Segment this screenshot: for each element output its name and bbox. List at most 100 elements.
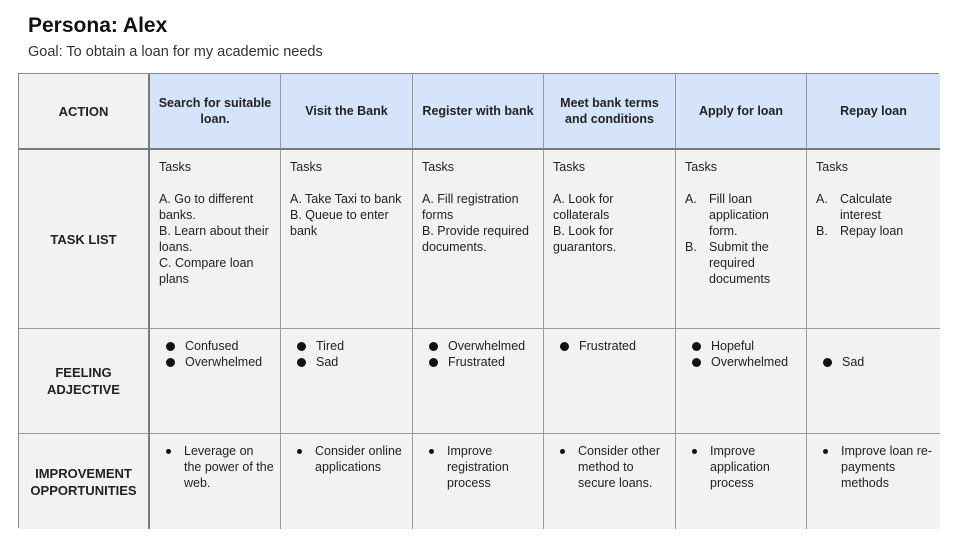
feeling-item: Confused (159, 338, 274, 354)
tasks-heading: Tasks (685, 160, 717, 174)
row-label-action: ACTION (19, 74, 150, 150)
task-text: Fill loan application form. (709, 192, 769, 238)
stage-action: Search for suitable loan. (150, 74, 281, 150)
bullet-icon (823, 357, 832, 367)
feeling-item: Frustrated (422, 354, 537, 370)
task-item: A. Take Taxi to bank (290, 192, 402, 206)
task-item: C. Compare loan plans (159, 256, 254, 286)
row-label-improvement: IMPROVEMENT OPPORTUNITIES (19, 434, 150, 529)
tasks-heading: Tasks (290, 160, 322, 174)
stage-action: Apply for loan (676, 74, 807, 150)
bullet-icon (823, 449, 828, 454)
stage-action: Visit the Bank (281, 74, 413, 150)
task-item: A. Calculate interest (816, 191, 934, 223)
task-cell: Tasks A. Go to different banks. B. Learn… (150, 150, 281, 329)
bullet-icon (692, 449, 697, 454)
bullet-icon (166, 341, 175, 351)
bullet-icon (297, 449, 302, 454)
task-item: A. Go to different banks. (159, 192, 254, 222)
improvement-cell: Leverage on the power of the web. (150, 434, 281, 529)
task-item: B. Queue to enter bank (290, 208, 389, 238)
feeling-item: Tired (290, 338, 406, 354)
bullet-icon (166, 449, 171, 454)
feeling-item: Sad (816, 354, 934, 370)
bullet-icon (692, 341, 701, 351)
feeling-text: Sad (316, 355, 339, 369)
feeling-text: Frustrated (448, 355, 505, 369)
improvement-item: Leverage on the power of the web. (159, 443, 274, 491)
feeling-item: Hopeful (685, 338, 800, 354)
feeling-item: Sad (290, 354, 406, 370)
feeling-cell: Overwhelmed Frustrated (413, 329, 544, 434)
improvement-item: Improve loan re-payments methods (816, 443, 934, 491)
feeling-item: Overwhelmed (159, 354, 274, 370)
bullet-icon (692, 357, 701, 367)
task-item: A. Fill registration forms (422, 192, 519, 222)
improvement-cell: Improve loan re-payments methods (807, 434, 940, 529)
task-marker: B. (685, 240, 697, 254)
task-item: B. Provide required documents. (422, 224, 530, 254)
task-cell: Tasks A. Calculate interest B. Repay loa… (807, 150, 940, 329)
task-cell: Tasks A. Fill loan application form. B. … (676, 150, 807, 329)
row-label-feeling-line1: FEELING (55, 365, 112, 380)
feeling-cell: Confused Overwhelmed (150, 329, 281, 434)
journey-map-table: ACTION Search for suitable loan. Visit t… (18, 73, 940, 529)
feeling-text: Confused (185, 339, 239, 353)
improvement-item: Consider online applications (290, 443, 406, 475)
task-cell: Tasks A. Look for collaterals B. Look fo… (544, 150, 676, 329)
row-label-task-list: TASK LIST (19, 150, 150, 329)
feeling-text: Overwhelmed (448, 339, 526, 353)
bullet-icon (560, 449, 565, 454)
tasks-heading: Tasks (159, 160, 191, 174)
bullet-icon (166, 357, 175, 367)
tasks-heading: Tasks (553, 160, 585, 174)
task-text: Submit the required documents (709, 240, 771, 286)
improvement-text: Consider online applications (315, 444, 402, 474)
persona-title: Persona: Alex (28, 14, 168, 37)
row-label-improvement-line2: OPPORTUNITIES (30, 482, 137, 498)
improvement-text: Improve application process (710, 444, 770, 490)
row-label-improvement-line1: IMPROVEMENT (35, 465, 132, 481)
improvement-item: Improve application process (685, 443, 800, 491)
improvement-text: Improve loan re-payments methods (841, 444, 933, 490)
feeling-cell: Tired Sad (281, 329, 413, 434)
stage-action: Meet bank terms and conditions (544, 74, 676, 150)
task-marker: A. (685, 192, 697, 206)
improvement-text: Leverage on the power of the web. (184, 444, 274, 490)
task-marker: B. (816, 224, 828, 238)
improvement-cell: Consider online applications (281, 434, 413, 529)
improvement-cell: Improve registration process (413, 434, 544, 529)
feeling-cell: Frustrated (544, 329, 676, 434)
improvement-text: Consider other method to secure loans. (578, 444, 660, 490)
task-marker: A. (816, 192, 828, 206)
bullet-icon (297, 357, 306, 367)
task-cell: Tasks A. Fill registration forms B. Prov… (413, 150, 544, 329)
task-item: B. Submit the required documents (685, 239, 800, 287)
feeling-item: Overwhelmed (422, 338, 537, 354)
feeling-cell: Sad (807, 329, 940, 434)
feeling-text: Overwhelmed (185, 355, 263, 369)
feeling-text: Sad (842, 355, 865, 369)
improvement-text: Improve registration process (447, 444, 509, 490)
stage-action: Register with bank (413, 74, 544, 150)
row-label-feeling-line2: ADJECTIVE (47, 382, 120, 397)
task-text: Repay loan (840, 224, 904, 238)
task-item: B. Look for guarantors. (553, 224, 617, 254)
bullet-icon (297, 341, 306, 351)
feeling-text: Overwhelmed (711, 355, 789, 369)
task-item: B. Learn about their loans. (159, 224, 269, 254)
bullet-icon (429, 341, 438, 351)
improvement-item: Consider other method to secure loans. (553, 443, 669, 491)
improvement-cell: Improve application process (676, 434, 807, 529)
bullet-icon (560, 341, 569, 351)
feeling-item: Overwhelmed (685, 354, 800, 370)
task-item: A. Fill loan application form. (685, 191, 800, 239)
bullet-icon (429, 357, 438, 367)
bullet-icon (429, 449, 434, 454)
improvement-item: Improve registration process (422, 443, 537, 491)
persona-goal: Goal: To obtain a loan for my academic n… (28, 44, 323, 60)
task-cell: Tasks A. Take Taxi to bank B. Queue to e… (281, 150, 413, 329)
row-label-feeling: FEELING ADJECTIVE (19, 329, 150, 434)
feeling-text: Hopeful (711, 339, 755, 353)
task-item: B. Repay loan (816, 223, 934, 239)
